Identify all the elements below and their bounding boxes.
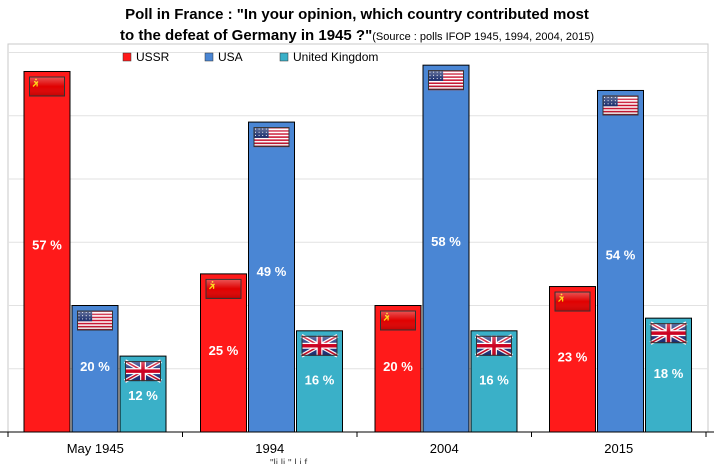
x-tick-label: May 1945 [67,441,124,456]
x-tick-label: 2004 [430,441,459,456]
data-label: 16 % [479,372,509,387]
x-tick-label: 2015 [604,441,633,456]
data-label: 23 % [558,349,588,364]
legend-item-ussr: USSR [122,50,170,64]
flag-shine [476,335,512,356]
ussr-flag [554,291,591,312]
data-label: 57 % [32,238,62,253]
data-label: 58 % [431,234,461,249]
ussr-flag [205,278,242,299]
uk-flag [649,321,688,345]
data-label: 25 % [209,343,239,358]
x-tick-label: 1994 [255,441,284,456]
flag-shine [125,361,161,382]
flag-border [29,76,65,97]
usa-flag [253,127,290,148]
legend-swatch [204,52,214,62]
usa-flag [602,95,639,116]
chart-title: Poll in France : "In your opinion, which… [0,4,714,48]
data-label: 49 % [257,264,287,279]
usa-flag [77,310,113,331]
legend-label: USA [218,50,243,64]
flag-border [205,278,242,299]
flag-border [253,127,290,148]
flag-shine [29,76,65,97]
flag-border [602,95,639,116]
flag-border [125,361,161,382]
usa-flag [428,70,464,91]
bar-ussr [200,273,247,433]
footnote-text: "li li " l i f [270,458,307,464]
data-label: 20 % [80,359,110,374]
uk-flag [475,334,513,358]
legend-swatch [122,52,132,62]
flag-border [77,310,113,331]
flag-shine [205,278,242,299]
title-line-1: Poll in France : "In your opinion, which… [125,6,589,23]
title-line-2: to the defeat of Germany in 1945 ?" [120,27,373,44]
flag-border [380,310,416,331]
flag-border [554,291,591,312]
legend-label: USSR [136,50,170,64]
flag-shine [428,70,464,91]
data-label: 54 % [606,247,636,262]
uk-flag [300,334,339,358]
bar-ussr [23,70,71,433]
flag-border [650,323,687,344]
legend-item-united-kingdom: United Kingdom [279,50,378,64]
ussr-flag [29,76,65,97]
flag-shine [253,127,290,148]
ussr-flag [380,310,416,331]
plot-frame [7,43,709,432]
bar-usa [597,89,644,433]
data-label: 18 % [654,366,684,381]
legend-item-usa: USA [204,50,243,64]
flag-shine [77,310,113,331]
flag-shine [602,95,639,116]
flag-shine [554,291,591,312]
data-label: 16 % [305,372,335,387]
uk-flag [124,359,162,383]
title-line-2-wrap: to the defeat of Germany in 1945 ?"(Sour… [0,25,714,48]
legend-swatch [279,52,289,62]
data-label: 12 % [128,388,158,403]
flag-shine [650,323,687,344]
data-label: 20 % [383,359,413,374]
flag-shine [380,310,416,331]
flag-border [428,70,464,91]
flag-border [301,335,338,356]
flag-shine [301,335,338,356]
bar-usa [422,64,470,433]
source-note: (Source : polls IFOP 1945, 1994, 2004, 2… [372,31,594,43]
flag-border [476,335,512,356]
legend-label: United Kingdom [293,50,378,64]
